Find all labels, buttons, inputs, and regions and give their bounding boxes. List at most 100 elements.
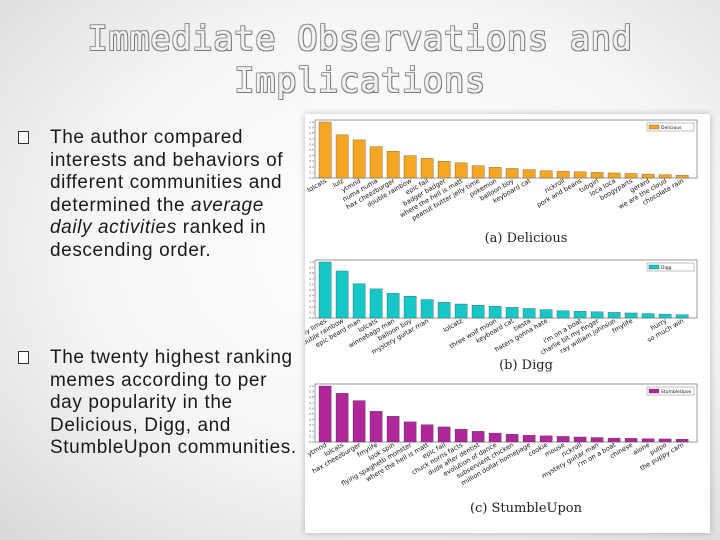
bar bbox=[420, 158, 434, 179]
y-tick-label: 0.5 bbox=[309, 412, 314, 416]
bar bbox=[335, 393, 349, 443]
y-tick-label: 0.7 bbox=[309, 401, 314, 405]
bar bbox=[505, 434, 519, 443]
y-tick-label: 0.3 bbox=[309, 423, 314, 427]
y-tick-label: 0.2 bbox=[309, 305, 314, 309]
bar bbox=[522, 435, 536, 443]
chart-2: 0.00.10.20.30.40.50.60.70.80.91.0too man… bbox=[281, 259, 698, 373]
bullet-box-icon bbox=[18, 131, 29, 144]
legend-label: Delicious bbox=[661, 125, 682, 131]
y-tick-label: 0.0 bbox=[309, 316, 314, 320]
bar bbox=[386, 150, 400, 179]
bar bbox=[624, 312, 638, 319]
category-label: lolcatz bbox=[442, 317, 465, 335]
bar bbox=[488, 432, 502, 443]
bar bbox=[437, 161, 451, 179]
bar bbox=[471, 431, 485, 443]
bar bbox=[590, 437, 604, 443]
bar bbox=[556, 310, 570, 319]
bar bbox=[573, 311, 587, 319]
y-tick-label: 0.7 bbox=[309, 137, 314, 141]
legend-swatch bbox=[648, 388, 660, 394]
bar bbox=[318, 385, 332, 443]
bar bbox=[522, 308, 536, 319]
bar bbox=[590, 311, 604, 319]
y-tick-label: 0.1 bbox=[309, 434, 314, 438]
bar bbox=[369, 288, 383, 319]
chart-1: 0.00.10.20.30.40.50.60.70.80.91.0lolcats… bbox=[306, 119, 698, 246]
figure-panel: 0.0 0.1 0.2 0.3 0.4 0.5 0.6 0.7 0.8 0.9 1.0 lolcats… bbox=[281, 114, 710, 533]
bar bbox=[335, 134, 349, 179]
bar bbox=[556, 171, 570, 179]
y-tick-label: 1.0 bbox=[309, 384, 314, 388]
bar bbox=[539, 435, 553, 443]
bar bbox=[454, 162, 468, 179]
bar bbox=[522, 169, 536, 179]
y-tick-label: 0.3 bbox=[309, 159, 314, 163]
bar bbox=[454, 303, 468, 319]
y-tick-label: 0.8 bbox=[309, 271, 314, 275]
y-tick-label: 0.5 bbox=[309, 148, 314, 152]
bar bbox=[573, 171, 587, 179]
bullet-2-text: The twenty highest ranking memes accordi… bbox=[50, 347, 297, 458]
bar bbox=[607, 172, 621, 179]
slide-title: Immediate Observations and Implications bbox=[87, 19, 633, 101]
bar bbox=[641, 438, 655, 443]
y-tick-label: 0.2 bbox=[309, 165, 314, 169]
bar bbox=[658, 313, 672, 319]
bar bbox=[386, 416, 400, 443]
legend-box bbox=[646, 262, 695, 272]
bar bbox=[675, 314, 689, 319]
bar bbox=[471, 304, 485, 319]
y-tick-label: 0.6 bbox=[309, 282, 314, 286]
bar bbox=[420, 424, 434, 443]
bar bbox=[352, 139, 366, 179]
y-tick-label: 0.3 bbox=[309, 299, 314, 303]
bar bbox=[573, 436, 587, 443]
y-tick-label: 0.4 bbox=[309, 154, 314, 158]
bar bbox=[505, 307, 519, 319]
bar bbox=[471, 165, 485, 179]
bar bbox=[624, 173, 638, 179]
chart-3: 0.00.10.20.30.40.50.60.70.80.91.0ytmndlo… bbox=[306, 383, 698, 516]
charts-svg: 0.00.10.20.30.40.50.60.70.80.91.0lolcats… bbox=[281, 119, 698, 516]
bar bbox=[386, 293, 400, 319]
legend-swatch bbox=[648, 264, 660, 270]
bar bbox=[437, 426, 451, 443]
bar bbox=[403, 421, 417, 443]
bar bbox=[420, 299, 434, 319]
bar bbox=[658, 174, 672, 179]
category-label: alone bbox=[632, 441, 651, 457]
bar bbox=[607, 437, 621, 443]
bar bbox=[658, 438, 672, 443]
y-tick-label: 0.9 bbox=[309, 126, 314, 130]
bar bbox=[352, 400, 366, 443]
y-tick-label: 1.0 bbox=[309, 260, 314, 264]
bullet-box-icon bbox=[18, 351, 29, 364]
bar bbox=[641, 173, 655, 179]
bar bbox=[590, 172, 604, 179]
chart-caption: (c) StumbleUpon bbox=[470, 501, 583, 516]
bar bbox=[607, 312, 621, 319]
bar bbox=[403, 296, 417, 319]
bar bbox=[352, 283, 366, 319]
bar bbox=[335, 270, 349, 319]
bar bbox=[488, 306, 502, 319]
bar bbox=[556, 436, 570, 443]
chart-caption: (a) Delicious bbox=[485, 231, 568, 246]
bar bbox=[641, 313, 655, 319]
y-tick-label: 0.6 bbox=[309, 142, 314, 146]
bar bbox=[624, 438, 638, 443]
y-tick-label: 0.0 bbox=[309, 176, 314, 180]
bar bbox=[369, 411, 383, 443]
y-tick-label: 0.7 bbox=[309, 277, 314, 281]
legend-box bbox=[646, 122, 695, 132]
bar bbox=[539, 170, 553, 179]
bar bbox=[318, 261, 332, 319]
bar bbox=[369, 146, 383, 179]
bar bbox=[675, 439, 689, 443]
y-tick-label: 0.9 bbox=[309, 390, 314, 394]
bar bbox=[488, 167, 502, 179]
y-tick-label: 0.1 bbox=[309, 170, 314, 174]
legend-swatch bbox=[648, 124, 660, 130]
